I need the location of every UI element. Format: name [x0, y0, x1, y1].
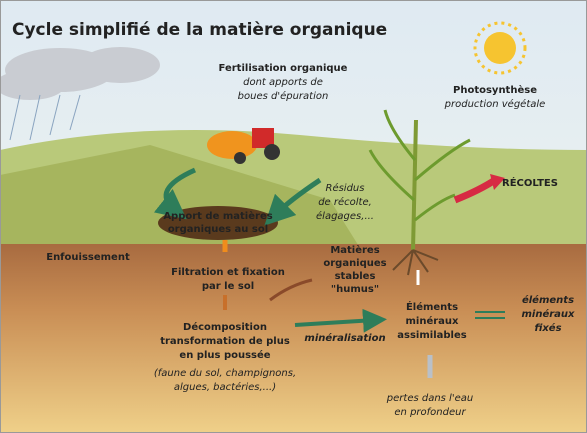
label: pertes dans l'eau [386, 393, 473, 404]
label: Éléments [406, 300, 458, 313]
soil [0, 244, 587, 433]
label: organiques au sol [168, 224, 268, 235]
label: fixés [534, 322, 561, 334]
label: par le sol [202, 281, 254, 292]
label: Apport de matières [163, 210, 272, 222]
label: RÉCOLTES [502, 176, 558, 189]
label: assimilables [397, 330, 466, 341]
label: en profondeur [394, 407, 466, 418]
label: Fertilisation organique [219, 63, 348, 74]
label: Résidus [326, 182, 365, 194]
label: algues, bactéries,...) [174, 381, 276, 393]
label: (faune du sol, champignons, [154, 368, 296, 379]
title: Cycle simplifié de la matière organique [12, 20, 387, 40]
label: dont apports de [243, 77, 323, 88]
label: "humus" [331, 284, 379, 295]
label: minéralisation [304, 332, 385, 344]
label: en plus poussée [179, 349, 270, 361]
label: minéraux [522, 308, 576, 320]
label: stables [335, 271, 376, 282]
label: organiques [323, 258, 386, 269]
label: éléments [522, 294, 574, 306]
label: élagages,... [316, 210, 374, 222]
label: transformation de plus [160, 336, 290, 347]
label: minéraux [406, 315, 460, 327]
label: Matières [330, 244, 379, 256]
label: Décomposition [183, 321, 267, 333]
label: production végétale [444, 98, 546, 110]
label: Enfouissement [46, 252, 130, 263]
diagram: Cycle simplifié de la matière organique … [0, 0, 587, 433]
label: boues d'épuration [238, 90, 329, 102]
label: Photosynthèse [453, 84, 537, 96]
label: de récolte, [318, 196, 372, 208]
label: Filtration et fixation [171, 267, 285, 278]
